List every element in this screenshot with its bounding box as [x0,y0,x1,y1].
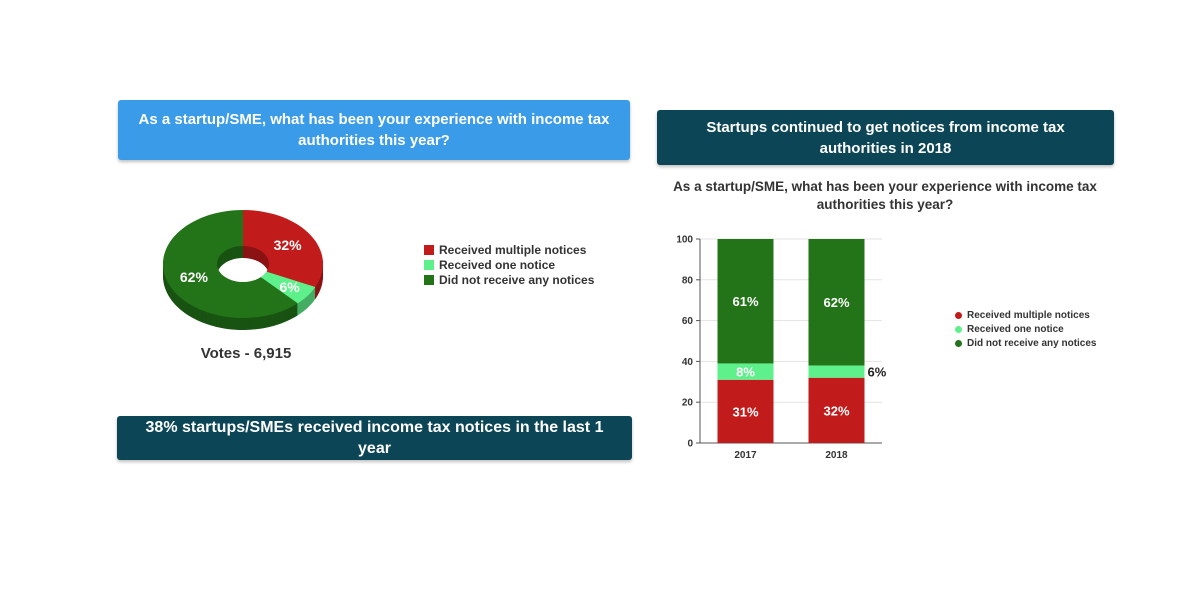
legend-swatch-multiple [424,244,434,255]
legend-swatch-one [424,259,434,270]
bar-legend-dot-multiple [955,311,962,319]
legend-item-one: Received one notice [424,257,594,272]
y-tick-label-40: 40 [682,357,694,368]
donut-slice-one [260,271,316,304]
stacked-bar-chart: 0 20 40 60 80 100 31% 8% 61% 2017 32% 6% 62% 2018 [676,235,887,462]
bar-2017-one [717,363,774,380]
y-tick-label-0: 0 [687,439,693,450]
bar-label-2017-multiple: 31% [732,404,758,419]
donut-slice-multiple [243,210,323,287]
bar-label-2018-none: 62% [823,295,849,310]
bar-legend: Received multiple notices Received one n… [955,308,1097,350]
bar-legend-item-multiple: Received multiple notices [955,308,1097,322]
y-tick-label-80: 80 [682,275,694,286]
y-tick-label-60: 60 [682,316,694,327]
votes-label: Votes - 6,915 [200,345,292,362]
y-tick-label-20: 20 [682,398,694,409]
bar-label-2017-one: 8% [736,365,755,380]
chart2-title-banner: Startups continued to get notices from i… [657,110,1114,165]
legend-item-multiple: Received multiple notices [424,242,594,257]
bar-2018-one [808,365,865,378]
legend-label-none: Did not receive any notices [439,272,595,287]
bar-legend-item-none: Did not receive any notices [955,336,1097,350]
bar-chart-title: As a startup/SME, what has been your exp… [673,179,1097,212]
bar-label-2018-one: 6% [868,365,887,380]
donut-legend: Received multiple notices Received one n… [424,242,594,287]
bar-legend-dot-none [955,339,962,347]
bar-legend-dot-one [955,325,962,333]
x-tick-label-2017: 2017 [734,450,757,461]
bar-legend-label-none: Did not receive any notices [967,337,1097,349]
bar-2017-multiple [717,379,774,443]
donut-label-none: 62% [180,269,209,285]
bar-label-2017-none: 61% [732,294,758,309]
donut-slice-none [163,210,298,318]
bar-legend-label-one: Received one notice [967,323,1064,335]
legend-label-one: Received one notice [439,257,556,272]
legend-label-multiple: Received multiple notices [439,242,587,257]
bar-2018-multiple [808,377,865,443]
donut-label-multiple: 32% [274,237,303,253]
bar-legend-item-one: Received one notice [955,322,1097,336]
donut-chart: 32% 6% 62% [162,210,323,330]
question-banner: As a startup/SME, what has been your exp… [118,100,630,160]
summary-banner: 38% startups/SMEs received income tax no… [117,416,632,460]
bar-2017-none [717,239,774,364]
bar-label-2018-multiple: 32% [823,403,849,418]
legend-swatch-none [424,274,434,285]
y-tick-label-100: 100 [676,235,693,246]
bar-legend-label-multiple: Received multiple notices [967,309,1090,321]
bar-2018-none [808,239,865,366]
legend-item-none: Did not receive any notices [424,272,594,287]
x-tick-label-2018: 2018 [825,450,848,461]
donut-label-one: 6% [279,279,300,295]
